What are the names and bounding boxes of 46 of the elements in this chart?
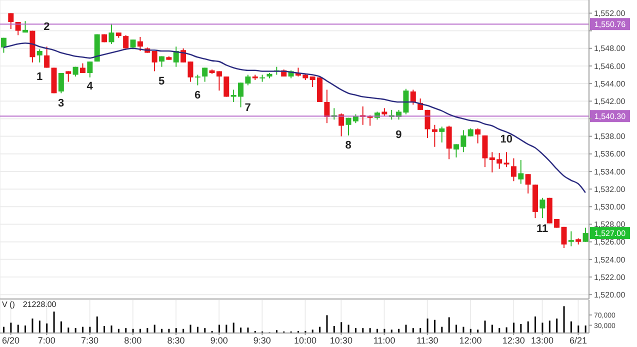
annotation: 10 (500, 133, 513, 146)
annotation: 7 (244, 102, 251, 114)
y-tick-label: 1,544.00 (594, 79, 626, 88)
x-tick-label: 10:00 (294, 335, 317, 346)
annotation: 1 (36, 71, 43, 84)
x-tick-label: 11:30 (416, 335, 438, 346)
y-tick-label: 1,538.00 (594, 132, 626, 142)
y-tick-label: 1,526.00 (594, 238, 626, 247)
ref-line-label: 1,540.30 (594, 112, 626, 122)
x-tick-label: 8:00 (124, 335, 142, 346)
x-tick-label: 6/21 (569, 335, 587, 346)
annotation: 6 (194, 89, 201, 102)
y-tick-label: 1,530.00 (594, 202, 626, 212)
annotation: 4 (86, 80, 94, 93)
annotation: 11 (536, 223, 548, 236)
y-tick-label: 1,528.00 (594, 220, 626, 230)
annotation: 3 (58, 97, 64, 110)
annotation: V () (2, 300, 15, 309)
x-tick-label: 7:30 (81, 335, 99, 346)
y-tick-label: 1,536.00 (594, 150, 626, 159)
y-tick-label: 1,542.00 (594, 96, 626, 106)
x-tick-label: 6/20 (2, 335, 20, 346)
x-tick-label: 11:00 (373, 335, 396, 346)
y-tick-label: 1,532.00 (594, 184, 626, 194)
x-tick-label: 7:00 (38, 335, 56, 346)
annotation: 2 (44, 20, 50, 33)
x-tick-label: 13:00 (531, 335, 554, 346)
y-tick-label: 1,546.00 (594, 62, 626, 71)
y-tick-label: 1,524.00 (594, 255, 626, 264)
x-tick-label: 9:00 (210, 335, 228, 346)
annotation: 9 (396, 129, 402, 142)
y-tick-label: 1,534.00 (594, 167, 626, 176)
annotation: 21228.00 (22, 300, 56, 309)
annotation: 8 (345, 140, 352, 152)
annotation: 5 (158, 75, 165, 88)
y-tick-label: 1,520.00 (594, 290, 626, 300)
x-tick-label: 10:30 (330, 335, 352, 346)
x-tick-label: 9:30 (253, 335, 271, 346)
x-tick-label: 12:30 (502, 335, 525, 346)
y-tick-label: 1,522.00 (594, 272, 626, 282)
ref-line-label: 1,550.76 (594, 20, 626, 30)
y-tick-label: 1,548.00 (594, 44, 626, 54)
y-tick-label: 1,552.00 (594, 9, 626, 18)
x-tick-label: 12:00 (459, 335, 482, 346)
x-tick-label: 8:30 (167, 335, 185, 346)
annotation: 1,527.00 (594, 229, 626, 238)
